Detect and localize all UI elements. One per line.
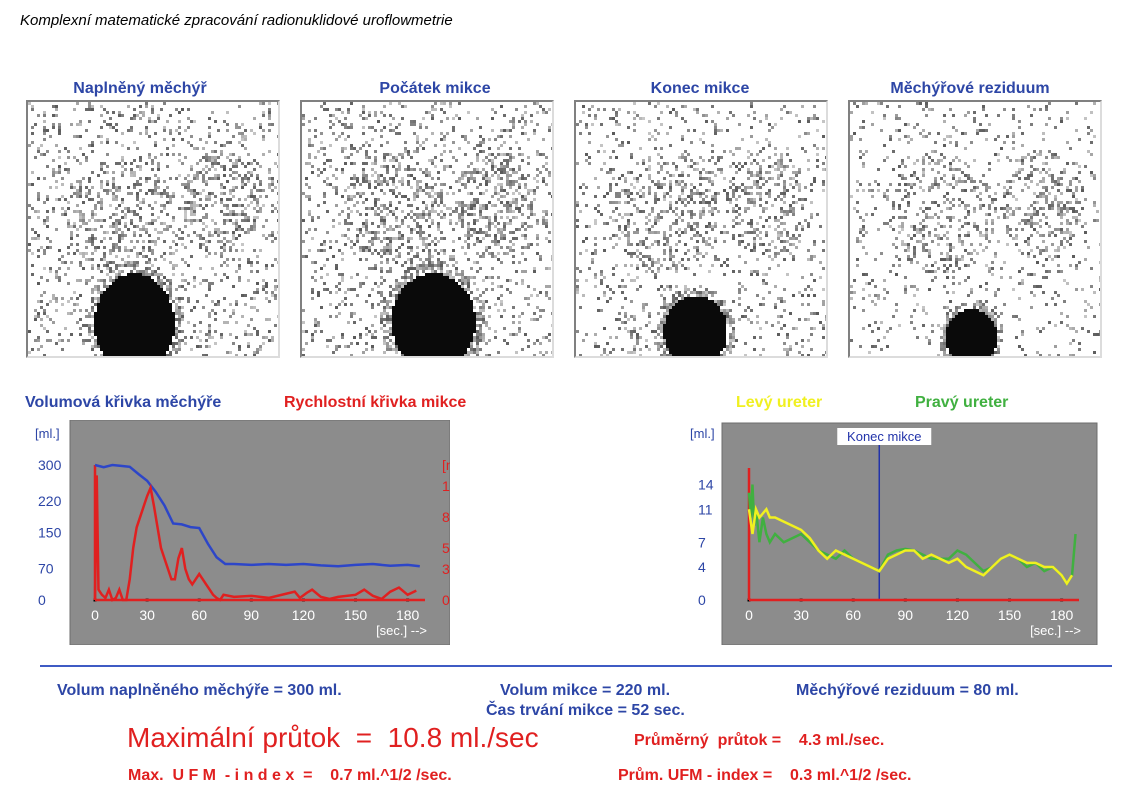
stat-duration: Čas trvání mikce = 52 sec. bbox=[486, 702, 685, 719]
scan-image-residuum bbox=[848, 100, 1102, 358]
legend-rate: Rychlostní křivka mikce bbox=[284, 394, 467, 411]
ureter-chart: [ml.] 14 11 7 4 0 0 30 60 90 120 150 180[sec.] --> Ko… bbox=[690, 422, 1098, 645]
x-tick: 180 bbox=[396, 607, 420, 623]
scan-label-full: Naplněný měchýř bbox=[73, 80, 207, 97]
y-tick: 7 bbox=[698, 534, 706, 550]
right-ureter-curve bbox=[747, 484, 1077, 586]
rate-curve bbox=[93, 475, 417, 602]
y-right-tick: 3 bbox=[442, 561, 450, 577]
scan-label-start: Počátek mikce bbox=[379, 80, 491, 97]
y-label: [ml.] bbox=[690, 426, 715, 441]
x-tick: 180 bbox=[1050, 607, 1074, 623]
stat-volume-full: Volum naplněného měchýře = 300 ml. bbox=[57, 682, 342, 699]
divider bbox=[40, 665, 1112, 667]
x-tick: 60 bbox=[191, 607, 207, 623]
scan-image-end bbox=[574, 100, 828, 358]
stat-residuum: Měchýřové reziduum = 80 ml. bbox=[796, 682, 1019, 699]
stat-avg-flow: Průměrný průtok = 4.3 ml./sec. bbox=[634, 732, 885, 749]
y-left-tick: 220 bbox=[38, 493, 62, 509]
scan-label-residuum: Měchýřové reziduum bbox=[890, 80, 1050, 97]
x-tick: 0 bbox=[91, 607, 99, 623]
x-axis-label: [sec.] --> bbox=[376, 623, 427, 638]
marker-label-bg bbox=[837, 428, 932, 445]
x-tick: 90 bbox=[244, 607, 260, 623]
stat-avg-ufm: Prům. UFM - index = 0.3 ml.^1/2 /sec. bbox=[618, 767, 912, 784]
y-left-tick: 70 bbox=[38, 561, 54, 577]
stat-volume-mikce: Volum mikce = 220 ml. bbox=[500, 682, 671, 699]
y-left-label: [ml.] bbox=[35, 426, 60, 441]
scan-label-end: Konec mikce bbox=[650, 80, 750, 97]
x-tick: 150 bbox=[998, 607, 1022, 623]
stat-max-ufm: Max. U F M - i n d e x = 0.7 ml.^1/2 /se… bbox=[128, 767, 452, 784]
y-right-tick: 11 bbox=[442, 478, 450, 494]
page-title: Komplexní matematické zpracování radionu… bbox=[20, 12, 453, 29]
legend-right-ureter: Pravý ureter bbox=[915, 394, 1009, 411]
x-tick: 150 bbox=[344, 607, 368, 623]
x-tick: 120 bbox=[946, 607, 970, 623]
marker-label: Konec mikce bbox=[847, 429, 921, 444]
y-right-tick: 0 bbox=[442, 592, 450, 608]
stat-max-flow: Maximální průtok = 10.8 ml./sec bbox=[127, 722, 539, 753]
scan-image-start bbox=[300, 100, 554, 358]
y-tick: 4 bbox=[698, 559, 706, 575]
y-left-tick: 0 bbox=[38, 592, 46, 608]
volume-curve bbox=[94, 463, 420, 568]
y-tick: 11 bbox=[698, 501, 713, 517]
y-right-tick: 8 bbox=[442, 509, 450, 525]
left-ureter-curve bbox=[747, 504, 1074, 586]
volume-rate-chart: [ml.]300220150700[ml./s.]118530030609012… bbox=[35, 420, 450, 645]
y-left-tick: 300 bbox=[38, 457, 62, 473]
plot-area bbox=[721, 422, 1098, 645]
x-tick: 90 bbox=[898, 607, 914, 623]
x-tick: 60 bbox=[845, 607, 861, 623]
legend-volume: Volumová křivka měchýře bbox=[25, 394, 222, 411]
y-right-tick: 5 bbox=[442, 540, 450, 556]
x-tick: 30 bbox=[793, 607, 809, 623]
x-axis-label: [sec.] --> bbox=[1030, 623, 1081, 638]
scan-image-full bbox=[26, 100, 280, 358]
y-right-tick: [ml./s.] bbox=[442, 457, 450, 473]
legend-left-ureter: Levý ureter bbox=[736, 394, 823, 411]
plot-area bbox=[69, 420, 450, 645]
y-tick: 0 bbox=[698, 592, 706, 608]
x-tick: 0 bbox=[745, 607, 753, 623]
y-left-tick: 150 bbox=[38, 525, 62, 541]
x-tick: 30 bbox=[139, 607, 155, 623]
y-tick: 14 bbox=[698, 477, 714, 493]
x-tick: 120 bbox=[292, 607, 316, 623]
